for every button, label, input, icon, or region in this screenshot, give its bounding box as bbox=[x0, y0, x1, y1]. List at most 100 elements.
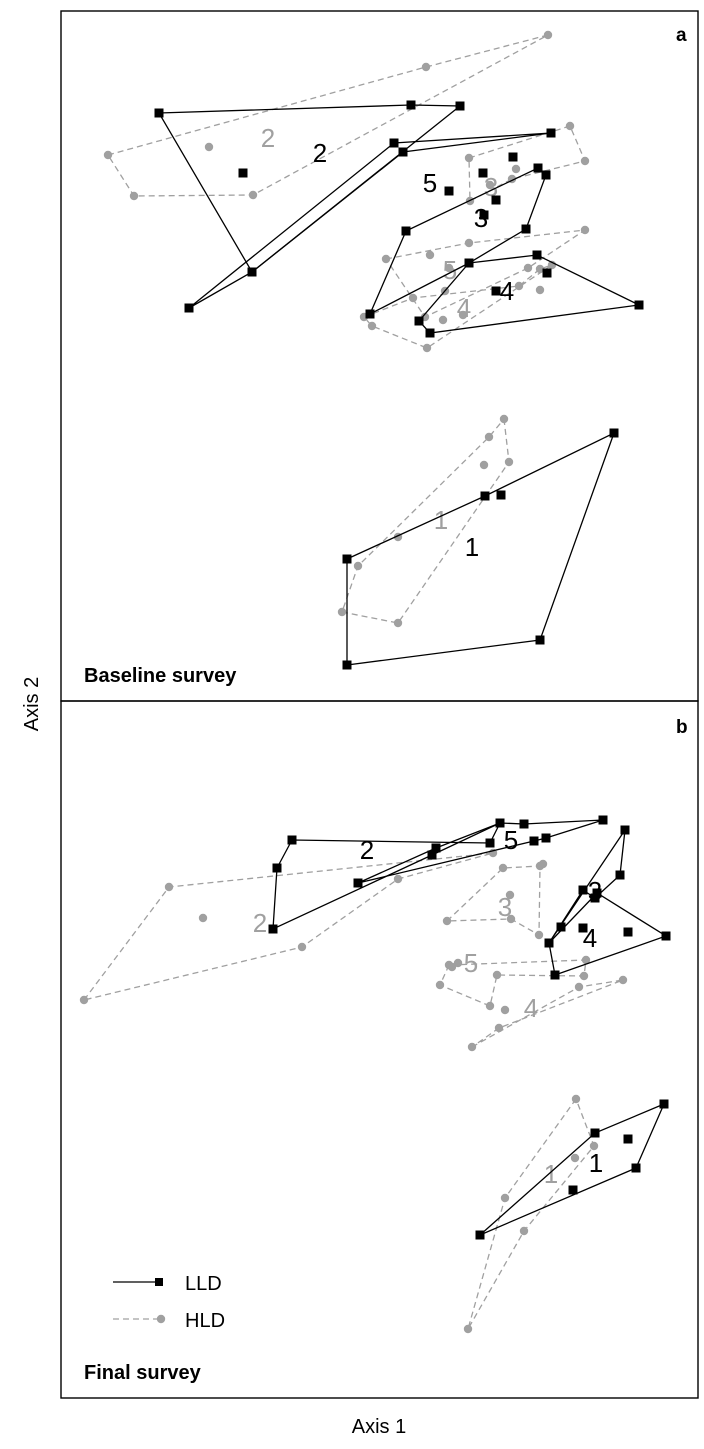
panel-a-hld-group-4-vertex-point-5 bbox=[422, 343, 432, 353]
panel-a-hld-group-3-label: 3 bbox=[484, 172, 498, 202]
panel-a-lld-group-3-vertex-point-5 bbox=[533, 163, 543, 173]
panel-b-hld-group-3-label: 3 bbox=[498, 892, 512, 922]
panel-a-lld-group-1-vertex-point-1 bbox=[480, 491, 490, 501]
panel-b-frame bbox=[60, 700, 699, 1399]
panel-a-hld-group-2-vertex-point-0 bbox=[103, 150, 113, 160]
panel-a-hld-group-5-vertex-point-0 bbox=[381, 254, 391, 264]
panel-b-letter: b bbox=[676, 717, 688, 738]
panel-b-lld-group-3-hull bbox=[548, 829, 626, 944]
panel-b-lld-group-2-vertex-point-3 bbox=[427, 850, 437, 860]
panel-a-lld-group-4-vertex-point-3 bbox=[425, 328, 435, 338]
panel-b-lld-group-1-vertex-point-1 bbox=[590, 1128, 600, 1138]
panel-b-lld-group-4-label: 4 bbox=[583, 923, 597, 953]
panel-a-hld-group-5-interior-point-1 bbox=[444, 263, 454, 273]
panel-b-lld-group-4-interior-point-1 bbox=[623, 927, 633, 937]
panel-a-lld-group-5-vertex-point-0 bbox=[184, 303, 194, 313]
legend-hld-marker bbox=[156, 1314, 166, 1324]
panel-b-lld-group-2-vertex-point-1 bbox=[485, 838, 495, 848]
panel-a-lld-group-5-hull bbox=[188, 132, 552, 309]
panel-b-hld-group-3-interior-point-1 bbox=[538, 859, 548, 869]
panel-b-hld-group-5-hull bbox=[439, 959, 587, 1007]
panel-b-lld-group-5-vertex-point-4 bbox=[598, 815, 608, 825]
panel-b-lld-group-3-vertex-point-4 bbox=[578, 885, 588, 895]
panel-b-lld-group-4-interior-point-2 bbox=[556, 922, 566, 932]
panel-b-hld-group-5-vertex-point-2 bbox=[485, 1001, 495, 1011]
panel-b-hld-group-3-hull bbox=[445, 865, 541, 937]
panel-b-hld-group-1-vertex-point-1 bbox=[500, 1193, 510, 1203]
panel-a-hld-group-1-vertex-point-1 bbox=[504, 457, 514, 467]
panel-a-hld-group-3-vertex-point-0 bbox=[464, 153, 474, 163]
panel-b-hld-group-1-vertex-point-0 bbox=[571, 1094, 581, 1104]
panel-a-lld-group-5-interior-point-1 bbox=[508, 152, 518, 162]
panel-a-lld-group-2-hull bbox=[157, 104, 462, 273]
panel-b-lld-group-3-vertex-point-1 bbox=[620, 825, 630, 835]
panel-b-lld-group-5-hull bbox=[357, 819, 604, 884]
panel-a-lld-group-2-vertex-point-0 bbox=[154, 108, 164, 118]
panel-b-hld-group-4-vertex-point-0 bbox=[467, 1042, 477, 1052]
panel-a-title: Baseline survey bbox=[84, 665, 237, 687]
panel-b-lld-group-1-vertex-point-0 bbox=[475, 1230, 485, 1240]
panel-a-hld-group-1-vertex-point-0 bbox=[499, 414, 509, 424]
panel-a-lld-group-4-interior-point-1 bbox=[491, 286, 501, 296]
panel-a-hld-group-3-vertex-point-2 bbox=[580, 156, 590, 166]
panel-b-hld-group-1-hull bbox=[467, 1097, 595, 1330]
panel-a-hld-group-4-vertex-point-2 bbox=[514, 281, 524, 291]
panel-b-title: Final survey bbox=[84, 1362, 202, 1384]
panel-b-lld-group-4-interior-point-0 bbox=[578, 923, 588, 933]
panel-a-lld-group-2-label: 2 bbox=[313, 138, 327, 168]
panel-a-hld-group-5-interior-point-0 bbox=[425, 250, 435, 260]
panel-a-hld-group-4-vertex-point-1 bbox=[408, 293, 418, 303]
panel-a-lld-group-5-vertex-point-4 bbox=[247, 267, 257, 277]
legend-hld-label: HLD bbox=[185, 1310, 225, 1332]
panel-b-lld-group-5-vertex-point-6 bbox=[529, 836, 539, 846]
panel-b-hld-group-5-vertex-point-5 bbox=[581, 955, 591, 965]
panel-a-hld-group-3-vertex-point-1 bbox=[565, 121, 575, 131]
panel-a-lld-group-4-vertex-point-1 bbox=[532, 250, 542, 260]
panel-a-lld-group-5-label: 5 bbox=[423, 168, 437, 198]
panel-a-lld-group-1-vertex-point-3 bbox=[535, 635, 545, 645]
panel-a-hld-group-2-hull bbox=[106, 34, 549, 197]
panel-a-lld-group-1-vertex-point-0 bbox=[342, 554, 352, 564]
panel-a-hld-group-2-label: 2 bbox=[261, 123, 275, 153]
panel-a-hld-group-1-interior-point-0 bbox=[479, 460, 489, 470]
panel-a-lld-group-4-interior-point-0 bbox=[542, 268, 552, 278]
panel-a-hld-group-5-label: 5 bbox=[443, 255, 457, 285]
panel-b-lld-group-4-hull bbox=[548, 892, 668, 976]
panel-b-hld-group-1-label: 1 bbox=[544, 1159, 558, 1189]
panel-a-hld-group-4-vertex-point-3 bbox=[535, 264, 545, 274]
panel-a-letter: a bbox=[676, 25, 687, 46]
panel-a-hld-group-1-vertex-point-3 bbox=[337, 607, 347, 617]
panel-a-lld-group-2-interior-point-0 bbox=[238, 168, 248, 178]
panel-b-lld-group-2-vertex-point-0 bbox=[287, 835, 297, 845]
panel-b-hld-group-5-interior-point-1 bbox=[453, 958, 463, 968]
legend: LLD HLD bbox=[113, 1273, 225, 1332]
panel-a-hld-group-4-interior-point-1 bbox=[458, 310, 468, 320]
panel-a-lld-group-1-hull bbox=[346, 431, 616, 666]
panel-b-hld-group-2-vertex-point-3 bbox=[393, 874, 403, 884]
panel-a-hld-group-2-vertex-point-2 bbox=[543, 30, 553, 40]
panel-a-lld-group-5-vertex-point-2 bbox=[546, 128, 556, 138]
panel-b-hld-group-4-label: 4 bbox=[524, 993, 538, 1023]
panel-b-hld-group-2-vertex-point-4 bbox=[297, 942, 307, 952]
panel-a-lld-group-3-vertex-point-3 bbox=[521, 224, 531, 234]
panel-a-lld-group-3-label: 3 bbox=[474, 203, 488, 233]
panel-a-hld-group-2-interior-point-0 bbox=[204, 142, 214, 152]
panel-b-hld-group-1-interior-point-0 bbox=[570, 1153, 580, 1163]
panel-b-hld-group-5-vertex-point-3 bbox=[492, 970, 502, 980]
panel-b-hld-group-2-label: 2 bbox=[253, 908, 267, 938]
panel-b-hld-group-2-vertex-point-0 bbox=[79, 995, 89, 1005]
panel-a-hld-group-1-vertex-point-4 bbox=[353, 561, 363, 571]
x-axis-title: Axis 1 bbox=[352, 1416, 406, 1438]
panel-b-hld-group-5-vertex-point-4 bbox=[579, 971, 589, 981]
panel-b-lld-group-4-vertex-point-0 bbox=[550, 970, 560, 980]
panel-b-lld-group-4-vertex-point-2 bbox=[592, 888, 602, 898]
panel-b-lld-group-5-vertex-point-1 bbox=[431, 843, 441, 853]
panel-a-hld-group-4-vertex-point-6 bbox=[367, 321, 377, 331]
panel-b-lld-group-2-vertex-point-5 bbox=[272, 863, 282, 873]
panel-a-lld-group-5-vertex-point-1 bbox=[389, 138, 399, 148]
panel-b-lld-group-1-vertex-point-2 bbox=[659, 1099, 669, 1109]
panel-a-hld-group-1-vertex-point-2 bbox=[393, 618, 403, 628]
panel-b-hld-group-5-interior-point-0 bbox=[447, 962, 457, 972]
